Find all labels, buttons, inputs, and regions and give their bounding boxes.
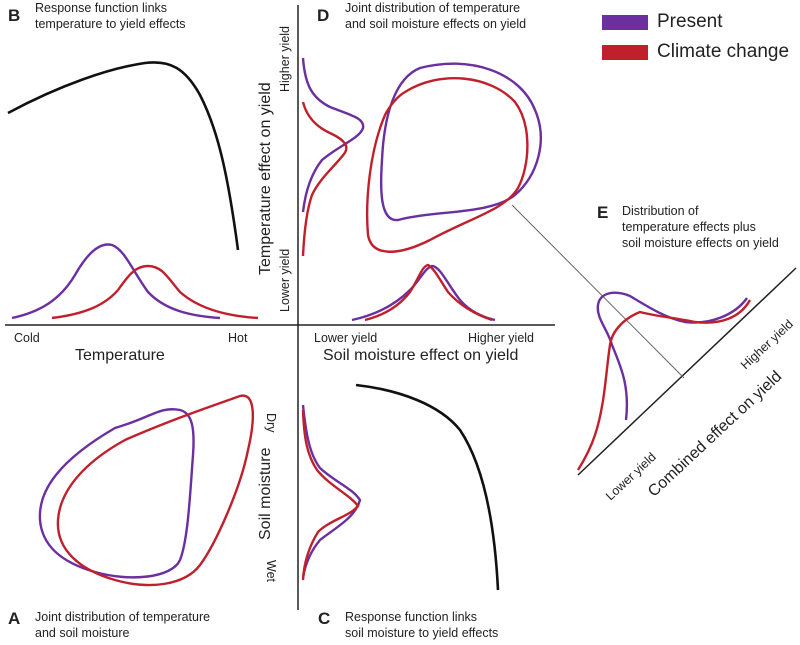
- temp-effect-distribution-climate: [301, 101, 348, 257]
- legend-label-climate-change: Climate change: [657, 41, 790, 62]
- moisture-response-curve: [355, 383, 500, 591]
- legend-swatch-present: [602, 15, 648, 30]
- panel-b-caption-line1: Response function links: [35, 1, 168, 15]
- panel-a-letter: A: [8, 609, 21, 628]
- panel-a-caption-line2: and soil moisture: [35, 626, 130, 640]
- legend-swatch-climate-change: [602, 45, 648, 60]
- panel-b-caption-line2: temperature to yield effects: [35, 17, 186, 31]
- soil-moisture-high-label: Wet: [264, 560, 278, 582]
- panel-a-caption-line1: Joint distribution of temperature: [35, 610, 211, 624]
- moisture-distribution-present: [301, 404, 362, 579]
- temperature-distribution-climate: [51, 264, 259, 320]
- legend-label-present: Present: [657, 11, 723, 32]
- panel-c-caption-line1: Response function links: [345, 610, 478, 624]
- soil-moisture-axis-title: Soil moisture: [257, 447, 274, 540]
- panel-d-caption-line2: and soil moisture effects on yield: [345, 17, 527, 31]
- moisture-distribution-climate: [301, 409, 360, 581]
- temperature-high-label: Hot: [228, 331, 248, 345]
- temp-effect-axis-title: Temperature effect on yield: [257, 82, 274, 275]
- combined-distribution-present: [596, 291, 748, 421]
- soil-effect-axis-title: Soil moisture effect on yield: [323, 347, 519, 364]
- panel-c-caption-line2: soil moisture to yield effects: [345, 626, 499, 640]
- panel-b-letter: B: [8, 6, 21, 25]
- panel-e-letter: E: [597, 203, 609, 222]
- panel-d-letter: D: [317, 6, 330, 25]
- temperature-response-curve: [7, 61, 240, 251]
- combined-effect-axis: [577, 267, 797, 476]
- temperature-low-label: Cold: [14, 331, 40, 345]
- temp-effect-distribution-present: [301, 57, 365, 213]
- soil-effect-high-label: Higher yield: [468, 331, 535, 345]
- temperature-distribution-present: [11, 243, 221, 320]
- joint-effects-present: [379, 62, 542, 222]
- joint-temp-moisture-present: [38, 408, 195, 579]
- joint-temp-moisture-climate: [56, 394, 255, 587]
- soil-effect-distribution-climate: [364, 263, 493, 322]
- projection-line: [511, 204, 685, 379]
- soil-moisture-low-label: Dry: [264, 413, 278, 433]
- panel-e-caption-line2: temperature effects plus: [622, 220, 756, 234]
- panel-c-letter: C: [318, 609, 331, 628]
- combined-distribution-climate: [576, 299, 752, 471]
- temperature-axis-title: Temperature: [75, 347, 165, 364]
- temp-effect-low-label: Lower yield: [278, 248, 292, 312]
- panel-e-caption-line1: Distribution of: [622, 204, 699, 218]
- panel-e-caption-line3: soil moisture effects on yield: [622, 236, 779, 250]
- panel-d-caption-line1: Joint distribution of temperature: [345, 1, 521, 15]
- soil-effect-low-label: Lower yield: [314, 331, 378, 345]
- temp-effect-high-label: Higher yield: [278, 25, 292, 92]
- joint-effects-climate: [365, 77, 529, 253]
